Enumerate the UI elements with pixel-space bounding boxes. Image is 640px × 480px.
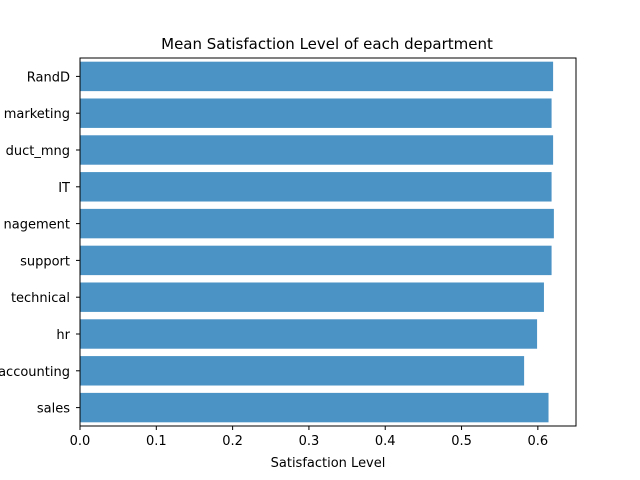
bar-technical	[80, 282, 544, 312]
bar-accounting	[80, 356, 525, 386]
x-tick-label: 0.6	[528, 434, 549, 449]
plot-frame	[79, 57, 577, 427]
bar-support	[80, 245, 552, 276]
chart-title: Mean Satisfaction Level of each departme…	[161, 35, 493, 53]
y-tick-label: sales	[37, 402, 70, 417]
y-tick-label: duct_mng	[6, 144, 70, 159]
bar-product-mng	[80, 135, 554, 165]
y-axis-ticks: sales accounting hr technical support nagemen…	[0, 70, 80, 417]
x-tick-label: 0.5	[451, 434, 472, 449]
y-tick-label: RandD	[27, 70, 70, 85]
bar-marketing	[80, 98, 552, 128]
y-tick-label: support	[20, 254, 70, 269]
x-axis-label: Satisfaction Level	[271, 456, 386, 471]
bar-management	[80, 208, 554, 239]
bar-it	[80, 172, 552, 202]
x-tick-label: 0.0	[70, 434, 91, 449]
x-tick-label: 0.1	[146, 434, 167, 449]
y-tick-label: accounting	[0, 365, 70, 380]
bar-randd	[80, 61, 554, 92]
y-tick-label: technical	[11, 291, 70, 306]
y-tick-label: IT	[58, 181, 70, 196]
bar-hr	[80, 319, 538, 349]
y-tick-label: marketing	[4, 107, 70, 122]
bars-group	[80, 61, 554, 423]
x-tick-label: 0.4	[375, 434, 396, 449]
x-tick-label: 0.2	[222, 434, 243, 449]
x-tick-label: 0.3	[299, 434, 320, 449]
bar-sales	[80, 392, 549, 423]
y-tick-label: hr	[56, 328, 70, 343]
x-axis-ticks: 0.0 0.1 0.2 0.3 0.4 0.5 0.6	[70, 426, 549, 449]
y-tick-label: nagement	[4, 218, 70, 233]
